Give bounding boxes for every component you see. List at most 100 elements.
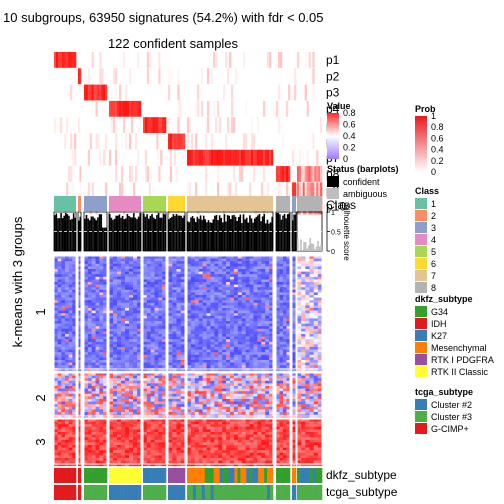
heatmap-cell bbox=[253, 429, 258, 433]
heatmap-cell bbox=[168, 393, 173, 397]
heatmap-cell bbox=[261, 404, 266, 408]
heatmap-cell bbox=[253, 323, 258, 327]
heatmap-cell bbox=[133, 396, 138, 400]
heatmap-cell bbox=[292, 310, 297, 314]
heatmap-cell bbox=[237, 266, 243, 270]
heatmap-cell bbox=[78, 266, 82, 270]
heatmap-cell bbox=[305, 357, 310, 361]
heatmap-cell bbox=[84, 318, 89, 322]
heatmap-cell bbox=[210, 284, 215, 288]
prob-cell bbox=[187, 182, 190, 199]
heatmap-cell bbox=[113, 295, 118, 298]
prob-cell bbox=[213, 100, 216, 117]
heatmap-cell bbox=[198, 310, 203, 314]
heatmap-cell bbox=[279, 266, 284, 270]
heatmap-cell bbox=[230, 308, 235, 311]
heatmap-cell bbox=[206, 378, 211, 382]
heatmap-cell bbox=[84, 282, 89, 285]
heatmap-cell bbox=[176, 360, 182, 363]
heatmap-cell bbox=[125, 388, 130, 392]
heatmap-cell bbox=[180, 263, 186, 267]
heatmap-cell bbox=[154, 284, 159, 288]
heatmap-cell bbox=[57, 352, 62, 356]
heatmap-cell bbox=[154, 388, 159, 392]
heatmap-cell bbox=[265, 334, 270, 337]
heatmap-cell bbox=[261, 261, 266, 265]
heatmap-cell bbox=[54, 406, 58, 410]
heatmap-cell bbox=[276, 289, 280, 293]
heatmap-cell bbox=[103, 344, 108, 348]
heatmap-cell bbox=[230, 360, 235, 363]
heatmap-cell bbox=[103, 412, 108, 415]
heatmap-cell bbox=[206, 289, 211, 293]
heatmap-cell bbox=[125, 362, 130, 366]
heatmap-cell bbox=[257, 354, 262, 358]
heatmap-cell bbox=[103, 300, 108, 304]
heatmap-cell bbox=[113, 318, 118, 322]
heatmap-cell bbox=[95, 336, 100, 340]
heatmap-cell bbox=[137, 375, 142, 379]
heatmap-cell bbox=[301, 373, 306, 376]
heatmap-cell bbox=[57, 302, 62, 306]
heatmap-cell bbox=[226, 336, 231, 340]
heatmap-cell bbox=[206, 305, 211, 309]
heatmap-cell bbox=[190, 297, 196, 301]
heatmap-cell bbox=[222, 378, 227, 382]
heatmap-cell bbox=[269, 326, 274, 330]
heatmap-cell bbox=[54, 396, 58, 400]
heatmap-cell bbox=[265, 396, 270, 400]
heatmap-cell bbox=[257, 434, 262, 438]
silhouette-bar bbox=[93, 218, 96, 251]
heatmap-cell bbox=[87, 357, 92, 361]
heatmap-cell bbox=[84, 375, 89, 379]
heatmap-cell bbox=[121, 300, 126, 304]
heatmap-cell bbox=[257, 274, 262, 278]
prob-cell bbox=[181, 133, 184, 150]
heatmap-cell bbox=[245, 383, 250, 387]
heatmap-cell bbox=[253, 426, 258, 430]
heatmap-cell bbox=[297, 310, 302, 314]
heatmap-cell bbox=[210, 354, 215, 358]
heatmap-cell bbox=[237, 279, 243, 283]
heatmap-cell bbox=[301, 326, 306, 330]
heatmap-cell bbox=[187, 383, 192, 387]
heatmap-cell bbox=[68, 404, 73, 408]
heatmap-cell bbox=[121, 434, 126, 438]
heatmap-cell bbox=[78, 323, 82, 327]
heatmap-cell bbox=[103, 341, 108, 345]
heatmap-cell bbox=[176, 349, 182, 353]
silhouette-bar bbox=[193, 218, 195, 251]
heatmap-cell bbox=[222, 258, 227, 262]
heatmap-cell bbox=[180, 258, 186, 262]
heatmap-cell bbox=[218, 256, 223, 259]
prob-cell bbox=[269, 52, 272, 68]
heatmap-cell bbox=[146, 429, 151, 433]
heatmap-cell bbox=[269, 399, 274, 402]
heatmap-cell bbox=[253, 365, 258, 369]
heatmap-cell bbox=[158, 282, 163, 285]
heatmap-cell bbox=[72, 360, 77, 363]
heatmap-cell bbox=[72, 354, 77, 358]
prob-cell bbox=[135, 166, 138, 182]
heatmap-cell bbox=[265, 349, 270, 353]
heatmap-cell bbox=[297, 269, 302, 272]
heatmap-cell bbox=[129, 396, 134, 400]
heatmap-cell bbox=[309, 375, 314, 379]
heatmap-cell bbox=[269, 396, 274, 400]
heatmap-cell bbox=[265, 271, 270, 275]
heatmap-cell bbox=[129, 378, 134, 382]
heatmap-cell bbox=[279, 378, 284, 382]
heatmap-cell bbox=[194, 432, 200, 435]
heatmap-cell bbox=[214, 386, 219, 389]
heatmap-cell bbox=[158, 310, 163, 314]
heatmap-cell bbox=[172, 341, 177, 345]
heatmap-cell bbox=[202, 426, 207, 430]
heatmap-cell bbox=[168, 318, 173, 322]
heatmap-cell bbox=[276, 344, 280, 348]
heatmap-cell bbox=[276, 323, 280, 327]
heatmap-cell bbox=[91, 274, 96, 278]
heatmap-cell bbox=[121, 354, 126, 358]
heatmap-cell bbox=[176, 424, 182, 428]
heatmap-cell bbox=[198, 334, 203, 337]
heatmap-cell bbox=[109, 323, 114, 327]
